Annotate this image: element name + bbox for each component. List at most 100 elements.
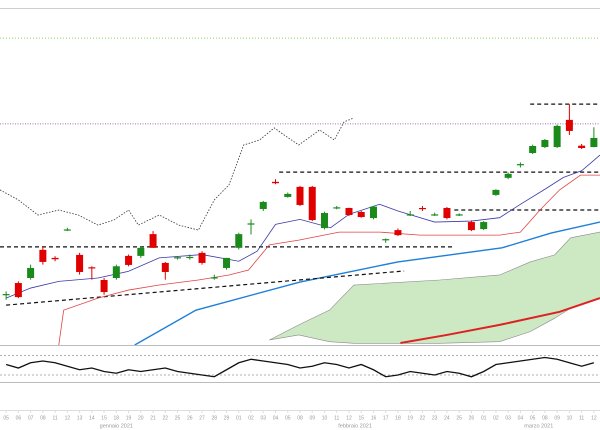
- candle-body: [27, 267, 35, 278]
- month-label: gennaio 2021: [100, 423, 133, 429]
- candle-body: [480, 222, 488, 230]
- candle-body: [100, 280, 108, 293]
- candle-body: [125, 255, 133, 265]
- price-panel: [0, 37, 600, 345]
- x-tick-label: 11: [579, 415, 584, 421]
- candle-body: [223, 257, 231, 268]
- x-tick-label: 18: [395, 415, 401, 421]
- month-label: febbraio 2021: [338, 423, 372, 429]
- candle-body: [382, 239, 390, 241]
- x-tick-label: 12: [346, 415, 352, 421]
- candle-body: [186, 256, 194, 259]
- x-tick-label: 07: [28, 415, 34, 421]
- x-tick-label: 27: [199, 415, 205, 421]
- x-tick-label: 13: [77, 415, 83, 421]
- x-tick-label: 05: [285, 415, 291, 421]
- x-tick-label: 05: [530, 415, 536, 421]
- indicator-line: [134, 221, 600, 345]
- candle-body: [443, 207, 451, 219]
- x-tick-label: 04: [273, 415, 279, 421]
- candle-body: [198, 252, 206, 263]
- cloud-edge: [269, 297, 600, 344]
- candle-body: [553, 125, 561, 148]
- x-tick-label: 19: [126, 415, 132, 421]
- x-tick-label: 11: [334, 415, 339, 421]
- x-tick-label: 16: [371, 415, 377, 421]
- candle-body: [590, 137, 598, 148]
- x-tick-label: 09: [554, 415, 560, 421]
- candle-body: [149, 234, 157, 248]
- x-tick-label: 06: [16, 415, 22, 421]
- x-tick-label: 08: [297, 415, 303, 421]
- x-tick-label: 25: [456, 415, 462, 421]
- candle-body: [284, 193, 292, 197]
- x-tick-label: 22: [163, 415, 169, 421]
- candle-body: [259, 201, 267, 209]
- x-tick-label: 10: [322, 415, 328, 421]
- candle-body: [247, 223, 255, 225]
- candle-body: [565, 119, 573, 131]
- candle-body: [14, 283, 22, 298]
- candle-body: [308, 186, 316, 221]
- candle-body: [88, 267, 96, 269]
- candle-body: [2, 294, 10, 296]
- x-tick-label: 04: [518, 415, 524, 421]
- candle-body: [63, 229, 71, 231]
- candle-body: [516, 164, 524, 166]
- candle-body: [406, 214, 414, 216]
- candle-body: [39, 249, 47, 262]
- candle-body: [345, 207, 353, 216]
- candle-body: [174, 257, 182, 259]
- candle-body: [541, 139, 549, 148]
- x-tick-label: 28: [212, 415, 218, 421]
- x-tick-label: 12: [591, 415, 597, 421]
- candle-body: [357, 212, 365, 218]
- x-tick-label: 26: [469, 415, 475, 421]
- indicator-line: [6, 270, 405, 306]
- x-tick-label: 25: [175, 415, 181, 421]
- x-tick-label: 01: [481, 415, 487, 421]
- candle-body: [296, 186, 304, 205]
- x-tick-label: 23: [432, 415, 438, 421]
- candle-body: [51, 257, 59, 260]
- x-tick-label: 05: [3, 415, 9, 421]
- x-tick-label: 26: [187, 415, 193, 421]
- x-tick-label: 29: [224, 415, 230, 421]
- candle-body: [504, 173, 512, 178]
- x-tick-label: 14: [89, 415, 95, 421]
- x-tick-label: 15: [358, 415, 364, 421]
- candle-body: [394, 230, 402, 236]
- indicator-line: [400, 297, 600, 344]
- x-tick-label: 02: [493, 415, 499, 421]
- x-axis: 05 06 07 08 11 12 13 14 15 18 19 20 21 22 25 26 27 28 29 01…: [3, 410, 597, 429]
- candle-body: [529, 146, 537, 154]
- x-tick-label: 08: [40, 415, 46, 421]
- candle-body: [210, 277, 218, 279]
- x-tick-label: 09: [309, 415, 315, 421]
- x-tick-label: 24: [444, 415, 450, 421]
- x-tick-label: 12: [65, 415, 71, 421]
- candle-body: [161, 262, 169, 272]
- candle-body: [272, 181, 280, 184]
- candle-body: [467, 222, 475, 231]
- oscillator-line: [5, 356, 595, 378]
- candle-body: [112, 266, 120, 278]
- candle-body: [578, 145, 586, 149]
- x-tick-label: 02: [248, 415, 254, 421]
- cloud-edge: [269, 231, 600, 341]
- candle-body: [137, 247, 145, 256]
- candle-body: [418, 207, 426, 210]
- x-tick-label: 18: [114, 415, 120, 421]
- candle-body: [320, 213, 328, 229]
- x-tick-label: 03: [505, 415, 511, 421]
- indicator-line: [58, 174, 600, 345]
- candle-body: [492, 189, 500, 195]
- x-tick-label: 08: [542, 415, 548, 421]
- x-tick-label: 10: [567, 415, 573, 421]
- month-label: marzo 2021: [524, 423, 553, 429]
- x-tick-label: 15: [101, 415, 107, 421]
- x-tick-label: 20: [138, 415, 144, 421]
- candle-body: [455, 214, 463, 216]
